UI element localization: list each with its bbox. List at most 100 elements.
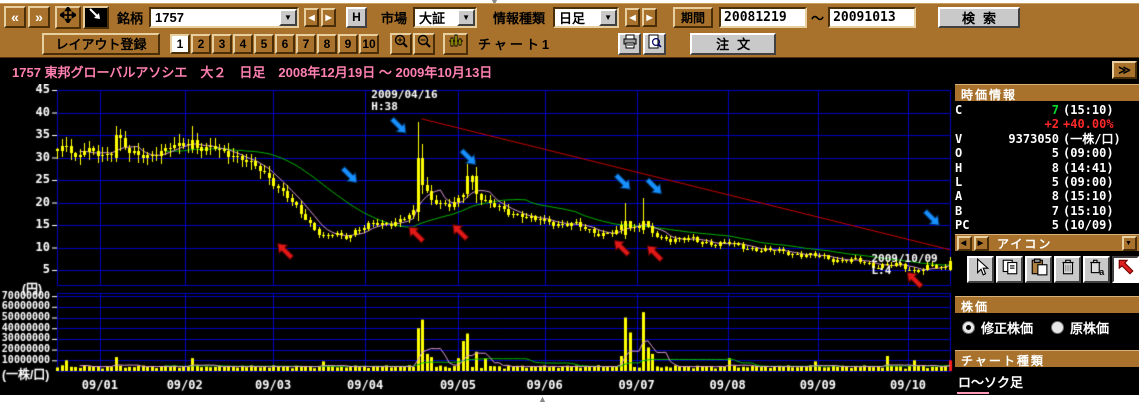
price-type-options: 修正株価 原株価 (962, 318, 1109, 337)
icon-panel-next-button[interactable]: ▶ (974, 235, 989, 251)
price-type-title: 株価 (961, 300, 990, 314)
layout-button-10[interactable]: 10 (359, 33, 379, 54)
radio-icon (1051, 321, 1065, 334)
quote-row: H 8 (14:41) (955, 160, 1114, 175)
radio-label: 修正株価 (981, 321, 1034, 336)
info-next-button[interactable]: ▶ (642, 7, 658, 27)
layout-button-7[interactable]: 7 (296, 33, 316, 54)
copy-tool-button[interactable] (996, 256, 1023, 283)
layout-button-1[interactable]: 1 (170, 33, 190, 54)
market-label: 市場 (381, 10, 408, 26)
delete-icon (1059, 258, 1077, 281)
quote-row: B 7 (15:10) (955, 203, 1114, 218)
info-prev-button[interactable]: ◀ (625, 7, 641, 27)
paste-tool-button[interactable] (1025, 256, 1052, 283)
move-tool-button[interactable] (55, 5, 81, 29)
symbol-value: 1757 (155, 10, 184, 25)
pointer-icon (88, 7, 104, 28)
move-icon (58, 5, 78, 28)
period-tilde: ～ (811, 10, 825, 26)
layout-button-2[interactable]: 2 (191, 33, 211, 54)
icon-toolbar: a (967, 256, 1139, 283)
info-type-select[interactable]: 日足 ▼ (553, 6, 620, 28)
icon-panel-prev-button[interactable]: ◀ (957, 235, 972, 251)
symbol-label: 銘柄 (117, 10, 144, 26)
market-dropdown-icon[interactable]: ▼ (457, 8, 476, 26)
expand-panel-button[interactable]: ≫ (1112, 61, 1137, 79)
draw-arrow-tool-button[interactable] (1112, 256, 1139, 283)
pointer-tool-button[interactable] (83, 5, 109, 29)
quote-panel: C 7 (15:10) +2 +40.00% V 9373050 (一株/口) O 5 (09:00… (955, 103, 1139, 233)
search-button[interactable]: 検索 (938, 6, 1021, 28)
market-select[interactable]: 大証 ▼ (413, 6, 478, 28)
symbol-dropdown-icon[interactable]: ▼ (279, 8, 298, 26)
price-type-radio-1[interactable]: 原株価 (1051, 318, 1109, 337)
delete-all-icon: a (1088, 258, 1106, 281)
zoom-out-button[interactable] (413, 32, 435, 55)
layout-button-3[interactable]: 3 (212, 33, 232, 54)
layout-button-4[interactable]: 4 (233, 33, 253, 54)
info-type-label: 情報種類 (493, 10, 546, 26)
quote-row: C 7 (15:10) (955, 103, 1114, 117)
symbol-prev-button[interactable]: ◀ (304, 7, 320, 27)
scroll-back-button[interactable]: « (4, 6, 26, 28)
delete-all-tool-button[interactable]: a (1083, 256, 1110, 283)
bottom-splitter-arrow[interactable]: ▲ (538, 394, 547, 404)
period-from-input[interactable] (719, 6, 808, 28)
chart-name-label: チャート1 (478, 37, 553, 52)
period-label-box: 期間 (673, 6, 714, 28)
paste-icon (1030, 258, 1048, 281)
chart-type-header: チャート種類 (955, 350, 1139, 368)
layout-button-9[interactable]: 9 (338, 33, 358, 54)
quote-row: V 9373050 (一株/口) (955, 131, 1121, 146)
zoom-in-button[interactable] (390, 32, 412, 55)
layout-button-6[interactable]: 6 (275, 33, 295, 54)
symbol-combobox[interactable]: 1757 ▼ (149, 6, 300, 28)
period-label: 期間 (681, 10, 706, 25)
quote-row: PC 5 (10/09) (955, 218, 1114, 233)
layout-button-5[interactable]: 5 (254, 33, 274, 54)
print-button[interactable] (618, 32, 642, 55)
period-to-input[interactable] (828, 6, 917, 28)
info-type-dropdown-icon[interactable]: ▼ (599, 8, 618, 26)
price-volume-chart[interactable] (0, 84, 955, 395)
zoom-in-icon (394, 34, 409, 54)
icon-panel-dropdown-button[interactable]: ▼ (1122, 235, 1137, 251)
chart-title: 1757 東邦グローバルアソシエ 大２ 日足 2008年12月19日 ～ 200… (12, 65, 493, 80)
layout-toolbar: レイアウト登録 1 2 3 4 5 6 7 8 9 10 チャート1 注文 (0, 30, 1139, 58)
print-preview-button[interactable] (643, 32, 667, 55)
layout-number-group: 1 2 3 4 5 6 7 8 9 10 (170, 33, 380, 54)
quote-row: A 8 (15:10) (955, 189, 1114, 204)
chart-type-underline (957, 392, 989, 394)
scroll-forward-button[interactable]: » (28, 6, 50, 28)
chart-type-value[interactable]: ロ～ソク足 (958, 375, 1024, 390)
zoom-out-icon (417, 34, 432, 54)
price-type-header: 株価 (955, 296, 1139, 314)
symbol-next-button[interactable]: ▶ (321, 7, 337, 27)
quote-row: L 5 (09:00) (955, 175, 1114, 190)
print-preview-icon (647, 34, 662, 54)
cursor-icon (972, 257, 990, 281)
order-button[interactable]: 注文 (690, 32, 777, 55)
info-type-value: 日足 (559, 11, 586, 26)
icon-panel-title: アイコン (997, 236, 1053, 251)
chart-settings-icon (448, 34, 464, 53)
chart-settings-button[interactable] (443, 32, 468, 55)
quote-row: +2 +40.00% (1044, 117, 1114, 132)
copy-icon (1001, 258, 1019, 281)
layout-register-button[interactable]: レイアウト登録 (42, 32, 160, 55)
delete-tool-button[interactable] (1054, 256, 1081, 283)
draw-arrow-icon (1117, 258, 1135, 281)
price-type-radio-0[interactable]: 修正株価 (962, 318, 1033, 337)
chart-workspace: 1757 東邦グローバルアソシエ 大２ 日足 2008年12月19日 ～ 200… (0, 58, 1139, 395)
radio-icon (962, 321, 975, 334)
quote-row: O 5 (09:00) (955, 146, 1114, 161)
cursor-tool-button[interactable] (967, 256, 994, 283)
quote-panel-title: 時価情報 (961, 88, 1018, 102)
printer-icon (622, 34, 638, 54)
layout-register-label: レイアウト登録 (55, 37, 147, 52)
quote-panel-header: 時価情報 (955, 84, 1139, 102)
svg-text:a: a (1099, 267, 1105, 276)
h-button[interactable]: H (346, 6, 368, 28)
layout-button-8[interactable]: 8 (317, 33, 337, 54)
